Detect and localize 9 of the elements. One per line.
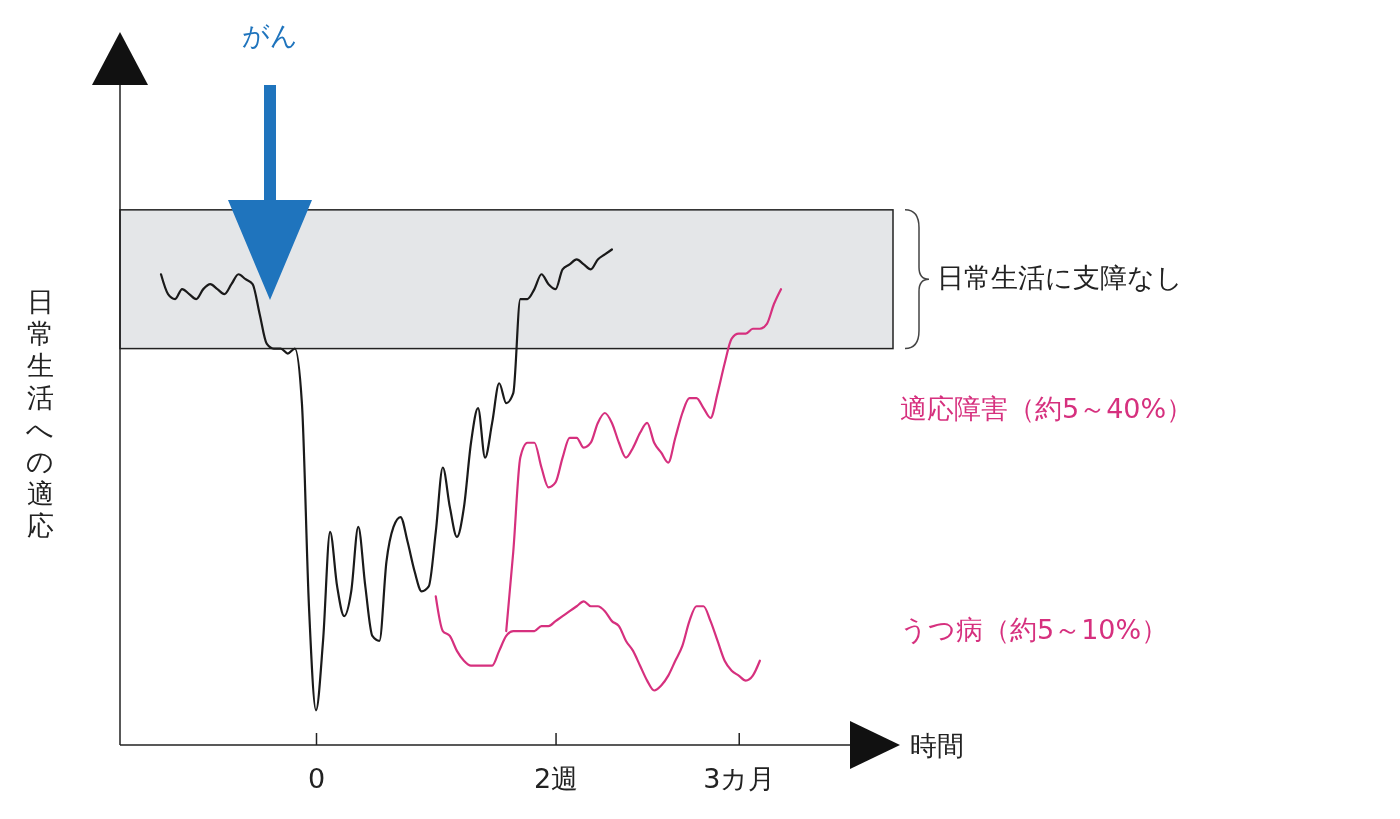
text: がん [242,20,298,51]
x-axis-title: 時間 [910,729,964,761]
x-tick-label: 0 [307,763,326,795]
band-label: 日常生活に支障なし [937,261,1183,293]
x-tick-label: 2週 [533,763,579,795]
y-axis-title: 日常生活への適応 [26,285,54,541]
text: うつ病（約5～10%） [900,613,1169,645]
x-tick-label: 3カ月 [703,763,776,795]
text: 適応障害（約5～40%） [900,392,1194,424]
